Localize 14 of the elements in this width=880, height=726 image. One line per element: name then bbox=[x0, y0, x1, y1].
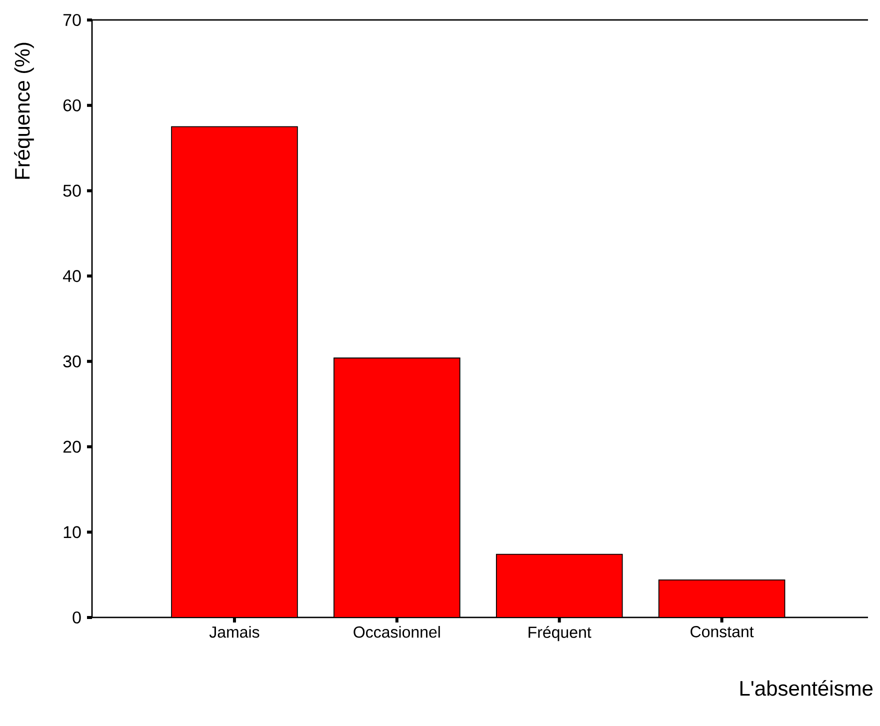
y-tick-label: 70 bbox=[63, 14, 81, 26]
y-tick-label: 0 bbox=[72, 611, 81, 624]
y-tick-label: 30 bbox=[63, 355, 81, 368]
x-tick-label: Occasionnel bbox=[354, 626, 440, 638]
x-axis-title: L'absentéisme bbox=[740, 680, 873, 696]
y-tick-label: 10 bbox=[64, 526, 81, 538]
y-axis-title: Fréquence (%) bbox=[14, 42, 34, 179]
y-tick-label: 50 bbox=[63, 184, 81, 197]
y-tick-label: 20 bbox=[63, 440, 81, 453]
y-tick-label: 60 bbox=[63, 99, 81, 112]
x-tick-label: Fréquent bbox=[528, 626, 592, 642]
y-tick-label: 40 bbox=[62, 270, 81, 282]
x-tick-label: Constant bbox=[690, 626, 754, 638]
x-tick-label: Jamais bbox=[209, 626, 260, 638]
